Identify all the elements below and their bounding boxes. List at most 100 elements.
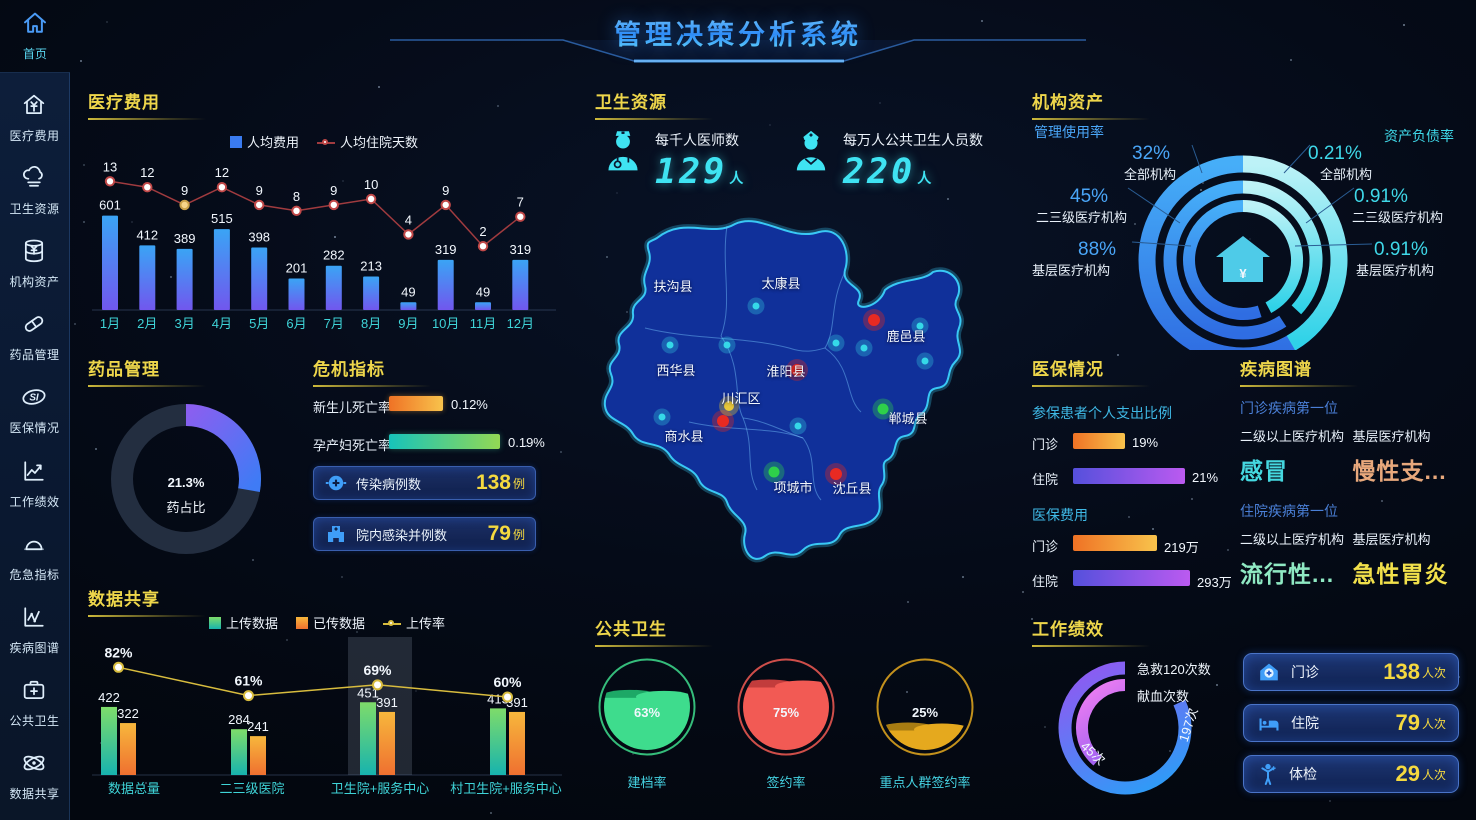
svg-text:数据总量: 数据总量 (108, 781, 160, 796)
insurance-group: 参保患者个人支出比例 门诊 19% 住院 21% (1032, 403, 1234, 493)
map-marker-cyan[interactable] (794, 422, 802, 430)
svg-text:SI: SI (30, 393, 40, 404)
insurance-group-label: 医保费用 (1032, 507, 1088, 523)
map-marker-cyan[interactable] (860, 344, 868, 352)
map-marker-yellow[interactable] (724, 401, 734, 411)
sidebar-item-medical-cost[interactable]: 医疗费用 (9, 91, 59, 144)
sidebar-item-org-assets[interactable]: 机构资产 (9, 237, 59, 290)
gauge-left-value: 32% (1132, 143, 1171, 164)
liquid-gauge-label: 建档率 (627, 775, 667, 790)
gauge-right-title: 资产负债率 (1384, 128, 1454, 144)
medical-cost-chart: 601 1月 412 2月 389 3月 515 4月 398 5月 201 6月 282 7月 213 8月… (88, 148, 560, 345)
insurance-bar-row: 住院 21% (1032, 464, 1234, 493)
insurance-group: 医保费用 门诊 219万 住院 293万 (1032, 505, 1234, 595)
sidebar-item-disease-map[interactable]: 疾病图谱 (9, 603, 59, 656)
gauge-left-label: 基层医疗机构 (1032, 263, 1111, 278)
checkup-icon (1261, 763, 1276, 785)
crisis-card-label: 院内感染并例数 (356, 527, 448, 543)
gauge-right-value: 0.21% (1308, 143, 1362, 164)
svg-text:21.3%: 21.3% (168, 475, 205, 490)
svg-text:60%: 60% (493, 674, 522, 690)
gauge-right-value: 0.91% (1374, 239, 1428, 260)
sidebar-item-data-share[interactable]: 数据共享 (9, 749, 59, 802)
map-marker-red[interactable] (868, 314, 880, 326)
section-title-insurance: 医保情况 (1032, 360, 1104, 379)
svg-text:12: 12 (215, 165, 229, 180)
database-yen-icon (25, 239, 44, 263)
map-marker-green[interactable] (877, 403, 889, 415)
sidebar-item-label: 医疗费用 (9, 129, 60, 144)
insurance-row-label: 门诊 (1032, 437, 1059, 452)
map-district-label: 淮阳县 (766, 364, 805, 379)
map-marker-cyan[interactable] (666, 341, 674, 349)
gauge-left-value: 45% (1070, 186, 1109, 207)
map-district-label: 鹿邑县 (886, 329, 925, 344)
title-underline (595, 645, 713, 647)
crisis-card-value: 79 (487, 522, 511, 545)
cloud-icon (23, 166, 44, 187)
title-underline (88, 615, 206, 617)
performance-series-2-label: 献血次数 (1137, 689, 1190, 704)
svg-text:389: 389 (174, 231, 196, 246)
page-title: 管理决策分析系统 (614, 13, 862, 52)
alarm-dome-icon (24, 540, 45, 550)
sidebar-item-label: 工作绩效 (9, 494, 60, 509)
map-marker-cyan[interactable] (723, 341, 731, 349)
map-marker-red[interactable] (717, 415, 729, 427)
section-title-drug: 药品管理 (88, 360, 160, 379)
map-marker-cyan[interactable] (658, 413, 666, 421)
header-decoration (390, 39, 1086, 63)
svg-text:4: 4 (405, 212, 412, 227)
map-marker-green[interactable] (768, 466, 780, 478)
svg-text:6月: 6月 (286, 316, 306, 331)
svg-text:8: 8 (293, 189, 300, 204)
crisis-bar (389, 396, 443, 411)
bar-swatch (229, 136, 242, 148)
sidebar-item-drug-manage[interactable]: 药品管理 (9, 310, 59, 363)
svg-text:3月: 3月 (174, 316, 194, 331)
map-district-label: 川汇区 (721, 391, 760, 406)
svg-text:49: 49 (476, 284, 490, 299)
map-marker-cyan[interactable] (752, 302, 760, 310)
crisis-card: 传染病例数 138 例 (313, 466, 536, 500)
disease-col: 二级以上医疗机构 感冒 (1240, 418, 1353, 486)
sidebar-item-public-health[interactable]: 公共卫生 (9, 676, 59, 729)
data-share-chart: 422 322 数据总量 284 241 二三级医院 451 391 卫生院+服务中心 413 39… (88, 633, 566, 810)
svg-text:10: 10 (364, 177, 378, 192)
crisis-bar-row: 新生儿死亡率 0.12% (313, 393, 563, 423)
svg-text:8月: 8月 (361, 316, 381, 331)
header: 管理决策分析系统 (0, 0, 1476, 75)
sidebar-item-insurance[interactable]: SI 医保情况 (9, 383, 59, 436)
map-marker-red[interactable] (791, 364, 803, 376)
stat-label: 每万人公共卫生人员数 (843, 132, 983, 148)
sidebar-item-health-resource[interactable]: 卫生资源 (9, 164, 59, 217)
stat-card-unit: 人次 (1421, 665, 1446, 680)
stat-card-value: 29 (1395, 761, 1420, 786)
sidebar-item-label: 药品管理 (9, 348, 60, 363)
map-marker-cyan[interactable] (921, 357, 929, 365)
line-swatch (317, 139, 335, 145)
crisis-card-value: 138 (475, 471, 511, 494)
insurance-row-label: 住院 (1032, 574, 1059, 589)
sidebar-item-performance[interactable]: 工作绩效 (9, 457, 59, 510)
crisis-card-unit: 例 (512, 527, 525, 542)
disease-col: 二级以上医疗机构 流行性... (1240, 521, 1353, 589)
section-title-public-health: 公共卫生 (595, 620, 667, 639)
insurance-bar (1073, 535, 1157, 551)
crisis-bar-label: 新生儿死亡率 (313, 400, 392, 415)
map-marker-cyan[interactable] (832, 339, 840, 347)
svg-text:319: 319 (509, 242, 531, 257)
map-marker-cyan[interactable] (916, 322, 924, 330)
map-marker-red[interactable] (830, 468, 842, 480)
svg-text:412: 412 (136, 227, 158, 242)
sidebar-item-home[interactable]: 首页 (0, 8, 70, 62)
public-health-circles: 63% 建档率 75% 签约率 25% 重点人群签约率 (595, 655, 977, 791)
svg-text:319: 319 (435, 242, 457, 257)
map-district-label: 郸城县 (888, 411, 927, 426)
crisis-bar (389, 434, 500, 449)
gauge-left-title: 管理使用率 (1034, 124, 1104, 140)
sidebar-item-critical[interactable]: 危急指标 (9, 530, 59, 583)
insurance-bar-row: 住院 293万 (1032, 566, 1234, 595)
disease-org-label: 二级以上医疗机构 (1240, 429, 1345, 444)
disease-group: 门诊疾病第一位 二级以上医疗机构 感冒 基层医疗机构 慢性支... (1240, 398, 1465, 486)
